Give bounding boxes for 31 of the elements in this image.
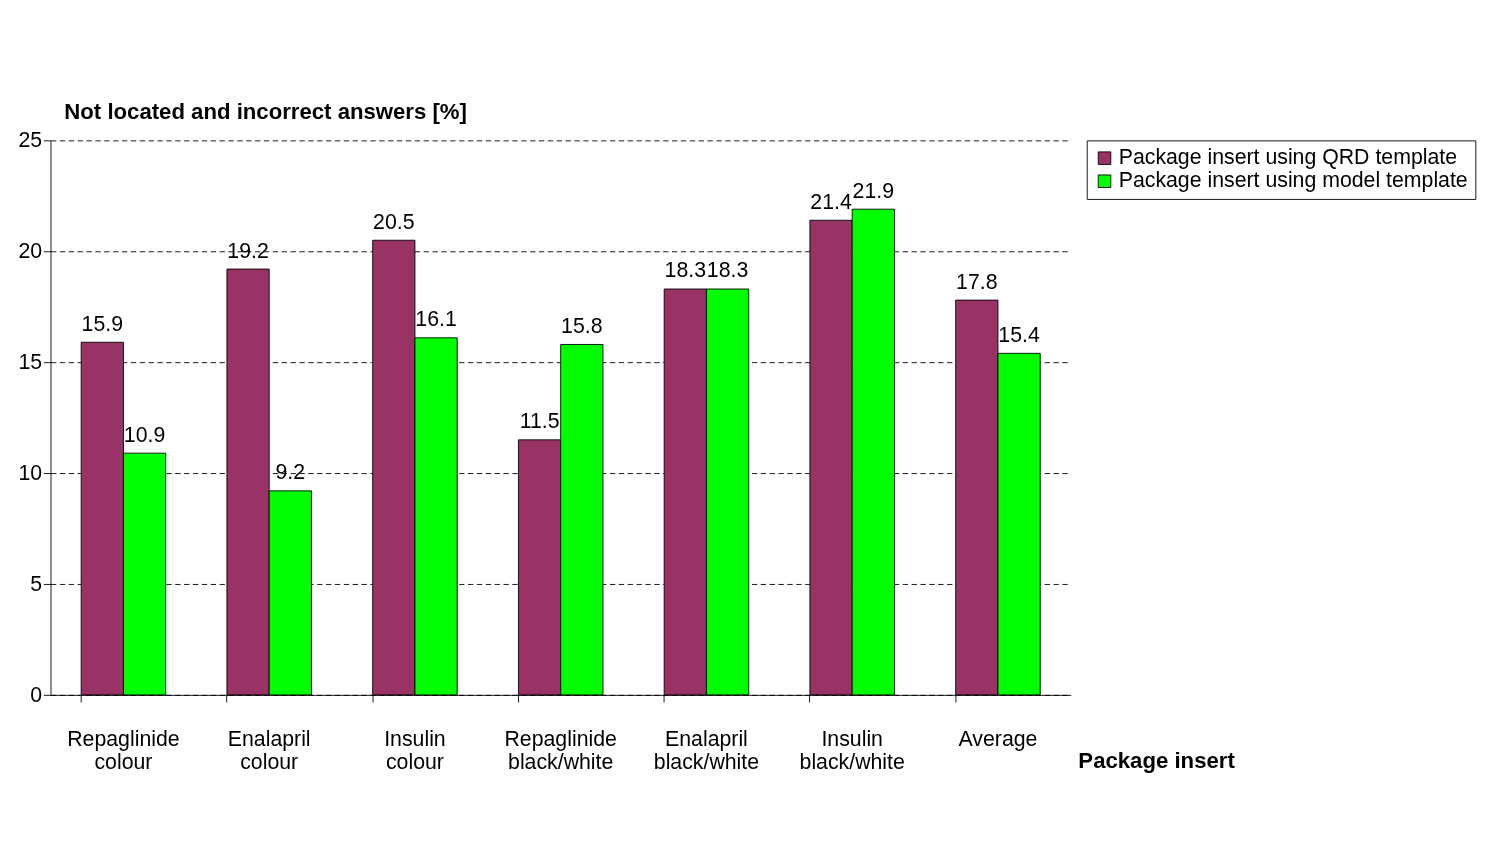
y-tick-label: 10 [18, 460, 43, 485]
data-label: 21.9 [852, 178, 895, 203]
x-tick-label: Enalapril black/white [653, 726, 760, 774]
x-tick-label: Insulin black/white [799, 726, 905, 774]
y-tick-label: 5 [30, 571, 43, 596]
y-axis-title: Not located and incorrect answers [%] [64, 98, 467, 124]
legend-label: Package insert using QRD template [1118, 145, 1458, 170]
y-tick-label: 25 [18, 128, 43, 153]
legend-label: Package insert using model template [1118, 168, 1468, 193]
data-label: 20.5 [373, 209, 415, 234]
data-label: 19.2 [227, 238, 269, 263]
data-label: 10.9 [123, 422, 166, 447]
data-label: 15.4 [998, 322, 1040, 347]
data-label: 17.8 [956, 269, 998, 294]
data-label: 18.3 [706, 258, 749, 283]
y-tick-label: 20 [18, 238, 43, 263]
data-label: 11.5 [519, 409, 560, 434]
data-label: 15.8 [561, 313, 603, 338]
data-label: 16.1 [415, 307, 457, 332]
x-tick-label: Insulin colour [384, 726, 446, 774]
x-tick-label: Repaglinide black/white [504, 726, 617, 774]
data-label: 18.3 [664, 258, 707, 283]
x-tick-label: Average [958, 726, 1038, 751]
x-tick-label: Repaglinide colour [67, 726, 180, 774]
y-tick-label: 15 [18, 349, 43, 374]
data-label: 15.9 [81, 311, 124, 336]
y-tick-label: 0 [30, 682, 43, 707]
data-label: 9.2 [275, 460, 306, 485]
x-tick-label: Enalapril colour [227, 726, 311, 774]
data-label: 21.4 [810, 189, 852, 214]
x-axis-title: Package insert [1078, 748, 1236, 774]
